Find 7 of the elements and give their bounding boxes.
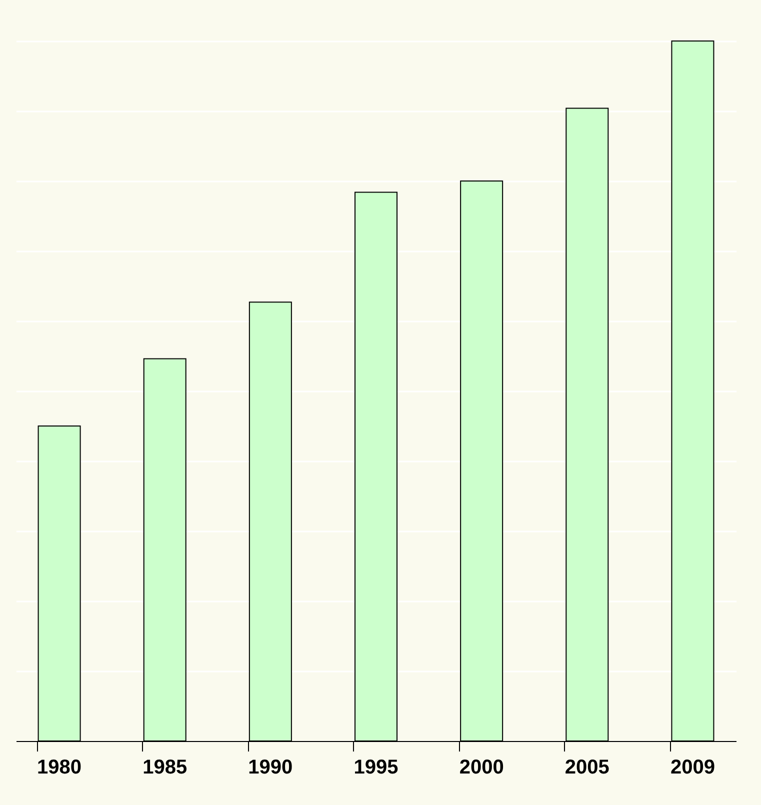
x-tick-label: 1990 [248, 756, 293, 778]
x-tick-label: 2000 [459, 756, 504, 778]
x-tick-label: 1980 [37, 756, 82, 778]
x-tick-label: 2005 [564, 756, 610, 778]
x-tick-label: 2009 [670, 756, 715, 778]
x-tick-label: 1995 [354, 756, 398, 778]
x-tick-label: 1985 [142, 756, 188, 778]
